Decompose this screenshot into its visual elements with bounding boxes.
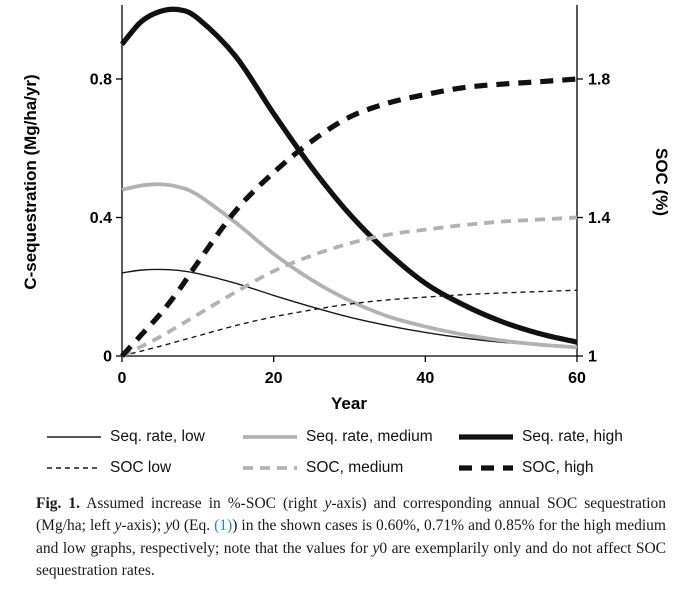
x-tick-label: 60 bbox=[568, 370, 586, 387]
chart: C-sequestration (Mg/ha/yr) SOC (%) Year … bbox=[21, 5, 671, 413]
legend-item: SOC, medium bbox=[242, 459, 458, 477]
x-tick-label: 0 bbox=[118, 370, 127, 387]
legend-label: SOC low bbox=[110, 459, 172, 476]
legend-item: Seq. rate, low bbox=[46, 428, 242, 446]
caption-text: -axis) and corresponding annual SOC sequ… bbox=[36, 495, 667, 535]
caption-text: y bbox=[114, 517, 122, 535]
y-right-tick-label: 1.8 bbox=[588, 71, 610, 88]
legend-line-sample bbox=[243, 435, 297, 439]
legend-item: SOC low bbox=[46, 459, 242, 477]
legend-line-sample bbox=[243, 466, 297, 470]
legend-item: Seq. rate, high bbox=[458, 428, 678, 446]
legend-label: Seq. rate, medium bbox=[306, 428, 433, 445]
legend-line-sample bbox=[47, 467, 101, 469]
legend-row: SOC low SOC, medium SOC, high bbox=[46, 459, 700, 477]
legend-label: Seq. rate, high bbox=[522, 428, 623, 445]
chart-canvas: C-sequestration (Mg/ha/yr) SOC (%) Year … bbox=[21, 5, 671, 413]
x-tick-label: 20 bbox=[265, 370, 283, 387]
legend-line-sample bbox=[47, 436, 101, 438]
series-soc-medium bbox=[121, 215, 578, 358]
caption-text: y bbox=[372, 539, 380, 557]
legend-item: Seq. rate, medium bbox=[242, 428, 458, 446]
legend-line-sample bbox=[459, 465, 513, 471]
legend-item: SOC, high bbox=[458, 459, 678, 477]
y-right-axis-title: SOC (%) bbox=[652, 148, 671, 216]
caption-text: y bbox=[165, 517, 173, 535]
series-soc-high bbox=[120, 76, 578, 358]
series-seq-rate-low bbox=[121, 268, 578, 348]
legend-row: Seq. rate, low Seq. rate, medium Seq. rate… bbox=[46, 428, 700, 446]
caption-text: 0 are exemplarily only and do not affect… bbox=[36, 539, 666, 580]
chart-legend: Seq. rate, low Seq. rate, medium Seq. rate… bbox=[46, 428, 700, 477]
legend-line-sample bbox=[459, 434, 513, 440]
legend-label: SOC, high bbox=[522, 459, 594, 476]
series-seq-rate-high bbox=[119, 6, 578, 345]
series-seq-rate-medium bbox=[121, 182, 578, 350]
y-right-tick-label: 1 bbox=[588, 349, 597, 366]
caption-text: Fig. 1. bbox=[36, 495, 81, 512]
y-left-tick-label: 0 bbox=[103, 349, 112, 366]
y-left-axis-title: C-sequestration (Mg/ha/yr) bbox=[21, 74, 40, 289]
x-tick-label: 40 bbox=[416, 370, 434, 387]
x-axis-title: Year bbox=[331, 394, 367, 413]
caption-text: Assumed increase in %-SOC (right bbox=[80, 495, 325, 512]
legend-label: SOC, medium bbox=[306, 459, 404, 476]
figure-caption: Fig. 1. Assumed increase in %-SOC (right… bbox=[36, 493, 666, 583]
equation-link[interactable]: (1) bbox=[214, 517, 233, 535]
caption-text: -axis); bbox=[121, 517, 166, 535]
y-left-tick-label: 0.8 bbox=[90, 71, 112, 88]
y-left-tick-label: 0.4 bbox=[90, 210, 112, 227]
legend-label: Seq. rate, low bbox=[110, 428, 205, 445]
caption-text: 0 (Eq. bbox=[172, 517, 215, 535]
caption-text: ) in the shown cases is 0.60%, 0.71% and… bbox=[36, 517, 666, 557]
y-right-tick-label: 1.4 bbox=[588, 210, 610, 227]
caption-text: y bbox=[324, 495, 332, 512]
